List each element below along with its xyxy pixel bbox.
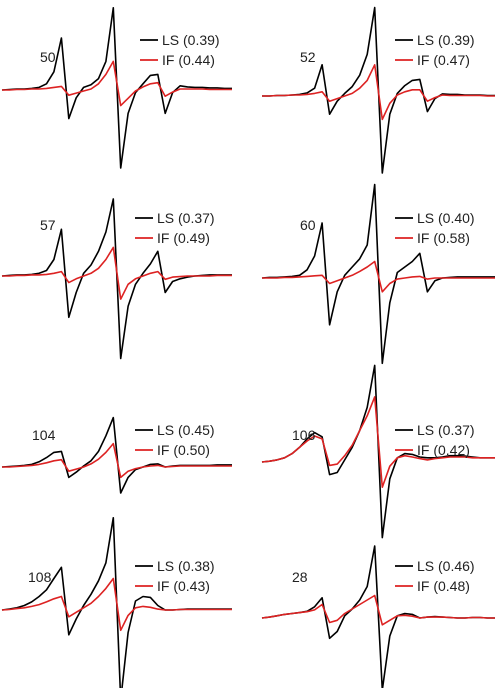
panel-label-52: 52 (300, 49, 316, 65)
legend-text-ls-108: LS (0.38) (157, 558, 215, 574)
panel-label-108: 108 (28, 569, 52, 585)
panel-108: 108 LS (0.38) IF (0.43) (1, 517, 232, 688)
legend-text-ls-60: LS (0.40) (417, 210, 475, 226)
trace-if-60 (262, 260, 495, 293)
trace-if-104 (2, 442, 232, 479)
legend-text-if-108: IF (0.43) (157, 578, 210, 594)
legend-text-ls-28: LS (0.46) (417, 558, 475, 574)
trace-if-28 (261, 594, 495, 626)
panel-57: 57 LS (0.37) IF (0.49) (1, 198, 232, 360)
panel-52: 52 LS (0.39) IF (0.47) (262, 6, 495, 174)
legend-text-if-50: IF (0.44) (162, 52, 215, 68)
panel-60: 60 LS (0.40) IF (0.58) (261, 183, 495, 365)
panel-label-60: 60 (300, 217, 316, 233)
panel-label-50: 50 (40, 49, 56, 65)
legend-text-ls-106: LS (0.37) (417, 422, 475, 438)
legend-text-if-104: IF (0.50) (157, 442, 210, 458)
trace-if-50 (2, 60, 232, 107)
trace-if-52 (262, 64, 495, 121)
legend-text-if-57: IF (0.49) (157, 230, 210, 246)
panel-104: 104 LS (0.45) IF (0.50) (1, 416, 232, 494)
panel-label-28: 28 (292, 569, 308, 585)
panel-50: 50 LS (0.39) IF (0.44) (1, 7, 232, 169)
legend-text-ls-57: LS (0.37) (157, 210, 215, 226)
legend-text-if-106: IF (0.42) (417, 442, 470, 458)
legend-text-if-52: IF (0.47) (417, 52, 470, 68)
legend-text-ls-52: LS (0.39) (417, 32, 475, 48)
panel-label-57: 57 (40, 217, 56, 233)
trace-if-57 (2, 246, 232, 300)
legend-text-if-28: IF (0.48) (417, 578, 470, 594)
panel-28: 28 LS (0.46) IF (0.48) (261, 545, 495, 688)
legend-text-ls-104: LS (0.45) (157, 422, 215, 438)
panel-label-106: 106 (292, 427, 316, 443)
legend-text-if-60: IF (0.58) (417, 230, 470, 246)
panel-106: 106 LS (0.37) IF (0.42) (261, 364, 495, 539)
trace-if-108 (1, 577, 232, 632)
trace-if-106 (261, 396, 495, 488)
legend-text-ls-50: LS (0.39) (162, 32, 220, 48)
panel-label-104: 104 (32, 427, 56, 443)
